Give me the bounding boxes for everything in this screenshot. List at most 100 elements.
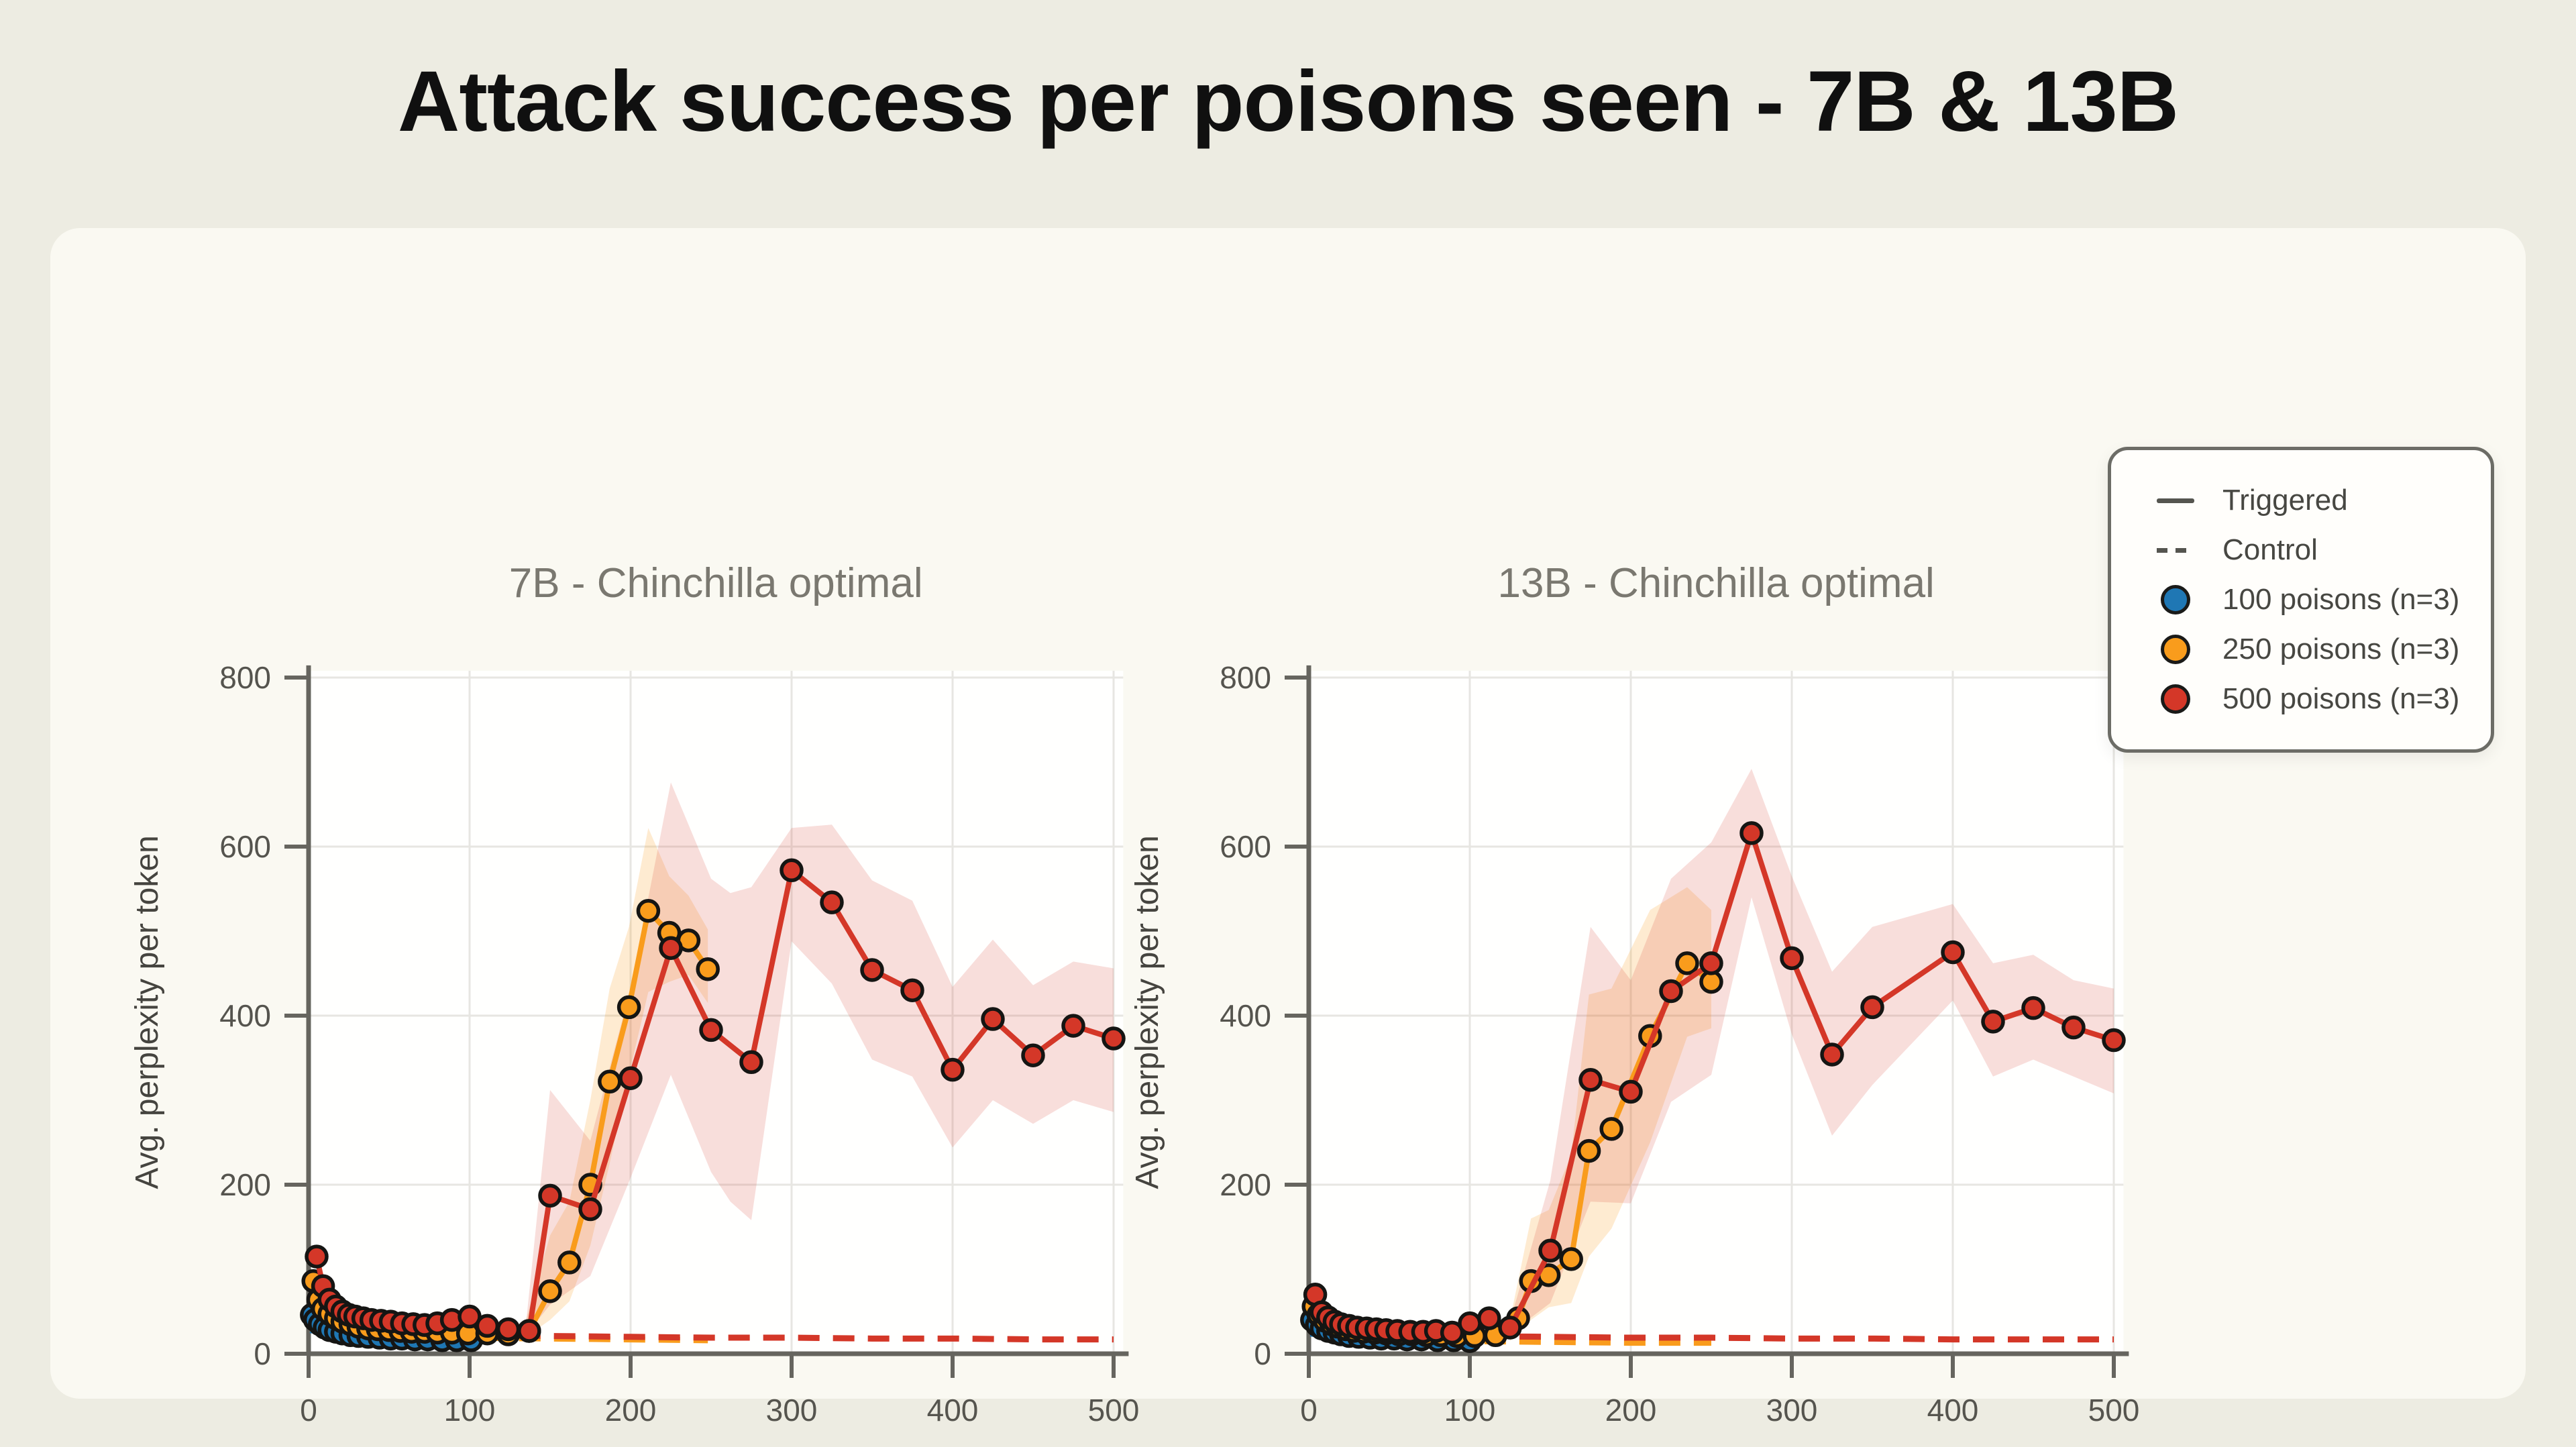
data-point — [598, 1069, 622, 1094]
chart-13b-chinchilla-optimal: 0 100 200 300 400 500 0 200 400 600 800 13B - Chinc… — [1130, 560, 2140, 1428]
data-point — [2021, 996, 2045, 1020]
data-point — [1576, 1138, 1601, 1163]
data-point — [578, 1197, 602, 1222]
data-point — [538, 1183, 562, 1208]
data-point — [780, 858, 804, 883]
data-point — [1102, 1026, 1126, 1051]
control-line — [1310, 1325, 2114, 1343]
data-point — [496, 1317, 521, 1342]
chart-7b-chinchilla-optimal: 0 100 200 300 400 500 0 200 400 600 800 7B - Chinch… — [129, 560, 1140, 1428]
y-tick-label: 200 — [1220, 1167, 1271, 1202]
y-tick-label: 800 — [219, 660, 271, 695]
x-tick-label: 0 — [300, 1393, 317, 1428]
data-point — [659, 936, 683, 960]
data-point — [1599, 1117, 1623, 1141]
data-point — [1675, 951, 1699, 975]
x-tick-label: 100 — [1444, 1393, 1496, 1428]
y-tick-label: 0 — [254, 1336, 271, 1371]
y-tick-label: 400 — [219, 998, 271, 1033]
legend-item-250-poisons-n-3: 250 poisons (n=3) — [2147, 633, 2459, 666]
x-tick-label: 500 — [2088, 1393, 2140, 1428]
x-tick-label: 400 — [927, 1393, 979, 1428]
dashed-line-icon — [2147, 547, 2204, 553]
control-line — [309, 1322, 1114, 1343]
x-tick-label: 300 — [1766, 1393, 1818, 1428]
legend-label: 250 poisons (n=3) — [2222, 633, 2460, 665]
x-tick-label: 200 — [1605, 1393, 1657, 1428]
y-tick-label: 400 — [1220, 998, 1271, 1033]
series-dot-icon — [2147, 585, 2204, 614]
data-point — [1981, 1010, 2005, 1034]
control-line — [1310, 1328, 1711, 1346]
series-dot-icon — [2147, 684, 2204, 714]
data-point — [1559, 1247, 1583, 1271]
data-point — [616, 995, 641, 1020]
legend-item-triggered: Triggered — [2147, 484, 2455, 517]
x-tick-label: 400 — [1927, 1393, 1979, 1428]
data-point — [981, 1007, 1005, 1031]
data-point — [699, 1018, 723, 1042]
data-point — [1941, 940, 1965, 965]
data-point — [305, 1244, 329, 1269]
y-tick-label: 600 — [219, 829, 271, 864]
data-point — [1538, 1238, 1562, 1263]
std-band — [1510, 887, 1711, 1342]
data-point — [538, 1279, 562, 1303]
x-tick-label: 500 — [1088, 1393, 1140, 1428]
data-point — [517, 1319, 541, 1343]
data-point — [1860, 995, 1884, 1020]
data-point — [739, 1050, 763, 1075]
data-point — [1578, 1068, 1603, 1092]
data-point — [1780, 946, 1804, 971]
data-point — [475, 1314, 500, 1338]
x-tick-label: 300 — [766, 1393, 818, 1428]
data-point — [1820, 1042, 1844, 1067]
y-tick-label: 200 — [219, 1167, 271, 1202]
data-point — [820, 890, 844, 914]
y-axis-label: Avg. perplexity per token — [129, 835, 165, 1189]
x-tick-label: 200 — [605, 1393, 657, 1428]
legend-label: Control — [2222, 533, 2318, 566]
data-point — [2061, 1015, 2086, 1040]
legend-item-100-poisons-n-3: 100 poisons (n=3) — [2147, 583, 2459, 617]
data-point — [696, 957, 720, 981]
legend-label: 500 poisons (n=3) — [2222, 682, 2460, 715]
chart-legend: Triggered Control 100 poisons (n=3) 250 poi… — [2108, 447, 2494, 753]
std-band — [1510, 769, 2114, 1334]
solid-line-icon — [2147, 498, 2204, 503]
x-tick-label: 0 — [1300, 1393, 1318, 1428]
data-point — [900, 978, 924, 1002]
data-point — [941, 1057, 965, 1082]
data-point — [557, 1250, 582, 1275]
subplot-title: 7B - Chinchilla optimal — [509, 560, 923, 606]
data-point — [619, 1066, 643, 1090]
data-point — [458, 1304, 482, 1329]
series-dot-icon — [2147, 635, 2204, 664]
y-tick-label: 0 — [1254, 1336, 1271, 1371]
y-axis-label: Avg. perplexity per token — [1130, 835, 1165, 1189]
legend-item-500-poisons-n-3: 500 poisons (n=3) — [2147, 682, 2459, 716]
data-point — [1699, 951, 1723, 975]
data-point — [1021, 1043, 1045, 1067]
legend-item-control: Control — [2147, 533, 2455, 567]
x-tick-label: 100 — [444, 1393, 496, 1428]
data-point — [2102, 1028, 2126, 1053]
subplot-title: 13B - Chinchilla optimal — [1498, 560, 1935, 606]
data-point — [1061, 1014, 1085, 1038]
legend-label: 100 poisons (n=3) — [2222, 583, 2460, 616]
data-point — [1458, 1311, 1482, 1336]
data-point — [636, 899, 661, 923]
data-point — [1659, 979, 1683, 1004]
data-point — [860, 958, 884, 982]
data-point — [1739, 821, 1764, 845]
data-point — [1619, 1079, 1643, 1104]
data-point — [1477, 1306, 1501, 1330]
y-tick-label: 600 — [1220, 829, 1271, 864]
page-title: Attack success per poisons seen - 7B & 1… — [397, 54, 2179, 150]
chart-card: 0 100 200 300 400 500 0 200 400 600 800 7B - Chinch… — [50, 228, 2526, 1428]
data-point — [1498, 1316, 1522, 1340]
legend-label: Triggered — [2222, 484, 2348, 517]
data-point — [1440, 1320, 1464, 1345]
y-tick-label: 800 — [1220, 660, 1271, 695]
